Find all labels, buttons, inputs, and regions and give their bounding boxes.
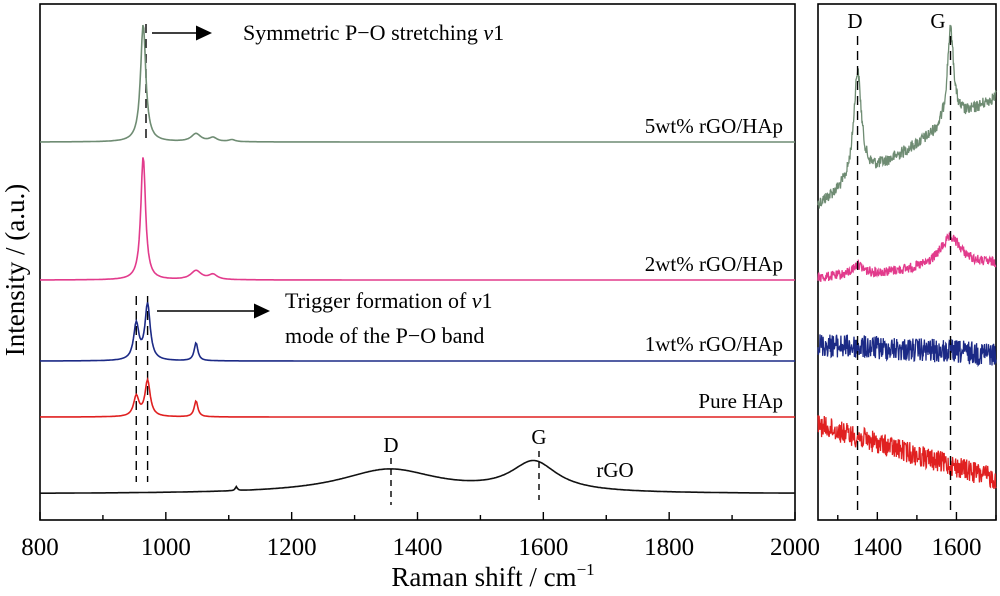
series-line-5wt-rgo-hap [40, 24, 795, 143]
annotation-arrow-head [254, 303, 270, 319]
rgo-peak-label-d: D [383, 433, 398, 457]
series-label-5wt: 5wt% rGO/HAp [645, 114, 783, 138]
series-label-1wt: 1wt% rGO/HAp [645, 332, 783, 356]
inset-peak-label-g: G [930, 9, 945, 33]
x-axis-title: Raman shift / cm−1 [391, 560, 594, 592]
annotation-arrow-head [196, 25, 212, 41]
inset-series-line-5wt-rgo-hap [817, 24, 997, 209]
inset-series-line-2wt-rgo-hap [817, 232, 997, 282]
x-tick-label-1000: 1000 [141, 534, 191, 561]
series-line-rgo [40, 459, 795, 494]
x-tick-label-800: 800 [21, 534, 59, 561]
x-tick-label-1600: 1600 [518, 534, 568, 561]
inset-peak-label-d: D [847, 9, 862, 33]
series-label-rgo: rGO [596, 458, 633, 482]
annotation-text-trigger-line2: mode of the P−O band [285, 323, 484, 348]
series-line-2wt-rgo-hap [40, 157, 795, 281]
x-tick-label-2000: 2000 [770, 534, 820, 561]
series-label-pure-hap: Pure HAp [698, 389, 783, 413]
series-label-2wt: 2wt% rGO/HAp [645, 252, 783, 276]
main-panel: 800 1000 1200 1400 1600 1800 2000 5wt% rGO/HAp… [0, 3, 820, 592]
inset-x-tick-label-1400: 1400 [852, 534, 902, 561]
inset-plot-frame [817, 3, 997, 521]
y-axis-title: Intensity / (a.u.) [0, 184, 30, 356]
annotation-symmetric-stretch: Symmetric P−O stretching v1 [152, 20, 504, 45]
annotation-trigger-formation: Trigger formation of v1 mode of the P−O … [157, 288, 493, 348]
x-tick-label-1800: 1800 [644, 534, 694, 561]
rgo-peak-label-g: G [531, 425, 546, 449]
inset-panel: 1400 1600 D G [817, 3, 997, 561]
inset-series-line-pure-hap [817, 415, 997, 489]
annotation-text-symmetric: Symmetric P−O stretching v1 [243, 20, 504, 45]
series-line-pure-hap [40, 376, 795, 418]
inset-series-line-1wt-rgo-hap [817, 334, 997, 368]
x-tick-label-1400: 1400 [393, 534, 443, 561]
x-tick-label-1200: 1200 [267, 534, 317, 561]
annotation-text-trigger-line1: Trigger formation of v1 [285, 288, 493, 313]
inset-x-tick-label-1600: 1600 [931, 534, 981, 561]
rgo-peak-markers: D G [383, 425, 547, 505]
series-line-1wt-rgo-hap [40, 302, 795, 362]
